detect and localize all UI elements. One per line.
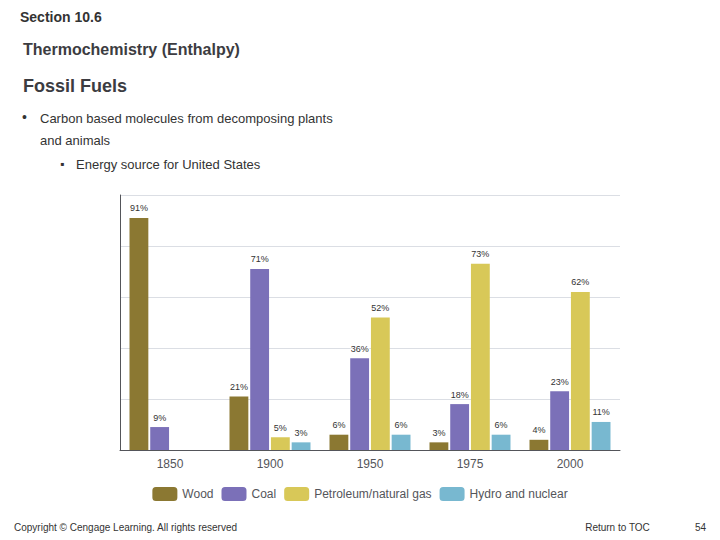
svg-text:6%: 6% <box>395 420 408 430</box>
svg-text:1850: 1850 <box>157 457 184 471</box>
svg-text:6%: 6% <box>495 420 508 430</box>
svg-text:Coal: Coal <box>251 487 276 501</box>
svg-text:5%: 5% <box>274 423 287 433</box>
svg-text:Section 10.6: Section 10.6 <box>20 9 102 25</box>
svg-text:1975: 1975 <box>457 457 484 471</box>
svg-text:4%: 4% <box>532 425 545 435</box>
svg-text:▪: ▪ <box>60 157 64 171</box>
svg-text:71%: 71% <box>251 254 269 264</box>
svg-text:Energy source for United State: Energy source for United States <box>76 157 261 172</box>
svg-text:9%: 9% <box>153 413 166 423</box>
svg-text:11%: 11% <box>592 407 609 417</box>
svg-text:3%: 3% <box>432 428 445 438</box>
svg-text:2000: 2000 <box>557 457 584 471</box>
svg-text:36%: 36% <box>351 344 369 354</box>
svg-text:Hydro and nuclear: Hydro and nuclear <box>470 487 568 501</box>
svg-text:1900: 1900 <box>257 457 284 471</box>
svg-text:Copyright © Cengage Learning.: Copyright © Cengage Learning. All rights… <box>14 522 237 533</box>
svg-text:Wood: Wood <box>182 487 213 501</box>
svg-text:Carbon based molecules from de: Carbon based molecules from decomposing … <box>40 111 333 126</box>
svg-text:Petroleum/natural gas: Petroleum/natural gas <box>314 487 431 501</box>
svg-text:Fossil Fuels: Fossil Fuels <box>23 76 127 96</box>
svg-text:91%: 91% <box>130 203 148 213</box>
svg-text:Thermochemistry (Enthalpy): Thermochemistry (Enthalpy) <box>23 41 240 58</box>
svg-text:73%: 73% <box>471 249 489 259</box>
svg-text:18%: 18% <box>451 390 469 400</box>
svg-text:52%: 52% <box>371 303 389 313</box>
svg-text:•: • <box>22 109 27 125</box>
svg-text:54: 54 <box>695 522 707 533</box>
svg-text:1950: 1950 <box>357 457 384 471</box>
svg-text:Return to TOC: Return to TOC <box>585 522 650 533</box>
svg-text:21%: 21% <box>230 382 248 392</box>
svg-text:62%: 62% <box>571 277 589 287</box>
svg-text:6%: 6% <box>332 420 345 430</box>
svg-text:3%: 3% <box>295 428 308 438</box>
svg-text:and animals: and animals <box>40 133 111 148</box>
svg-text:23%: 23% <box>551 377 569 387</box>
